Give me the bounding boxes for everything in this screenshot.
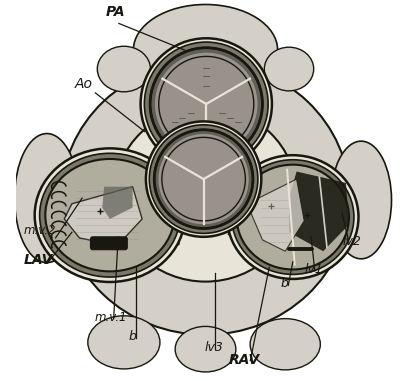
Ellipse shape (97, 46, 150, 92)
Polygon shape (102, 187, 133, 219)
Polygon shape (162, 53, 250, 104)
Text: Ao: Ao (74, 77, 92, 91)
Polygon shape (156, 78, 206, 155)
Ellipse shape (35, 148, 185, 282)
Polygon shape (228, 213, 262, 248)
Text: b: b (281, 277, 289, 290)
Polygon shape (165, 135, 242, 179)
Circle shape (154, 130, 253, 229)
Ellipse shape (61, 61, 350, 335)
Ellipse shape (134, 5, 277, 96)
Ellipse shape (14, 134, 79, 263)
Polygon shape (64, 187, 142, 245)
Ellipse shape (227, 155, 358, 279)
Ellipse shape (232, 160, 354, 274)
Text: LAV: LAV (24, 253, 53, 267)
Ellipse shape (39, 153, 180, 277)
Text: lv1: lv1 (305, 263, 324, 276)
Ellipse shape (45, 159, 174, 271)
Ellipse shape (331, 141, 392, 259)
Circle shape (144, 42, 268, 166)
Circle shape (149, 125, 258, 234)
Text: m.v.1: m.v.1 (95, 311, 127, 324)
Polygon shape (206, 78, 257, 155)
Ellipse shape (88, 316, 160, 369)
Ellipse shape (237, 165, 349, 269)
FancyBboxPatch shape (90, 237, 127, 250)
Circle shape (141, 38, 272, 170)
Text: lv2: lv2 (343, 235, 362, 248)
Ellipse shape (264, 47, 314, 91)
Text: lv3: lv3 (205, 341, 224, 354)
Polygon shape (289, 171, 349, 251)
Text: RAV: RAV (229, 353, 260, 367)
Text: b: b (129, 330, 137, 343)
Circle shape (150, 48, 263, 160)
Text: PA: PA (106, 5, 126, 19)
Circle shape (146, 122, 261, 237)
Text: m.v.2: m.v.2 (24, 224, 57, 237)
Polygon shape (203, 157, 248, 224)
Ellipse shape (250, 319, 320, 370)
Ellipse shape (175, 327, 236, 372)
Ellipse shape (114, 107, 297, 282)
Polygon shape (148, 213, 181, 249)
Polygon shape (159, 157, 203, 224)
Polygon shape (251, 179, 304, 251)
